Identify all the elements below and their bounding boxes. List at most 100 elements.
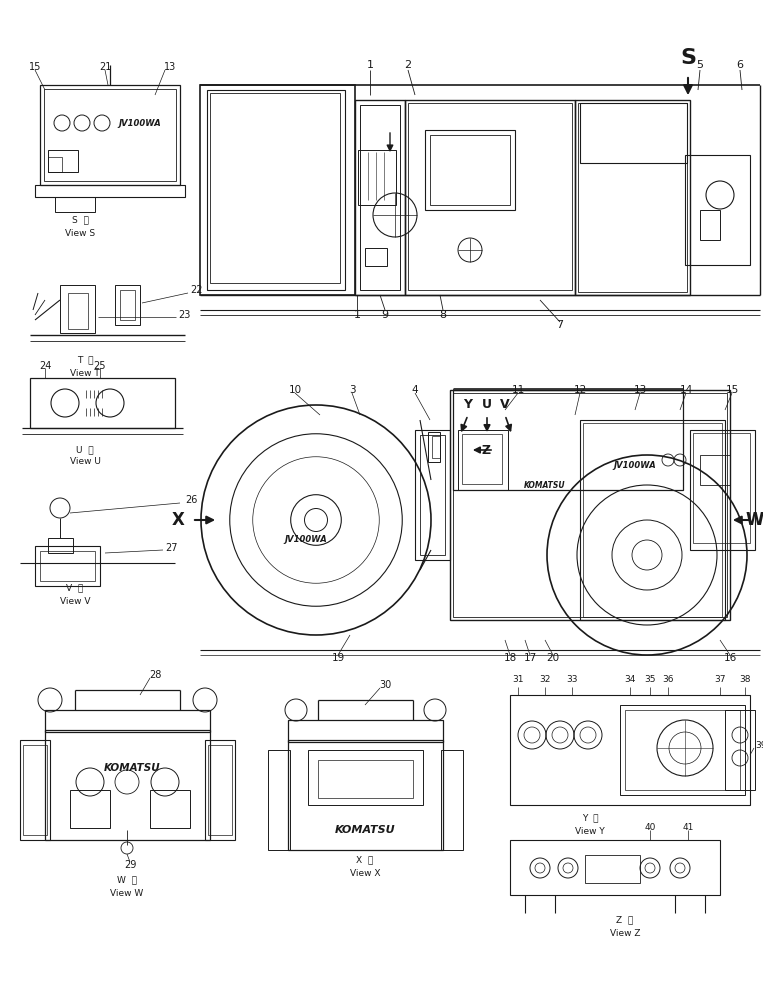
Text: View Y: View Y (575, 826, 605, 835)
Bar (458, 430, 508, 490)
Bar (268, 750, 290, 850)
Text: X: X (172, 511, 185, 529)
Text: 2: 2 (404, 60, 411, 70)
Bar (405, 100, 575, 295)
Text: Z  視: Z 視 (617, 915, 633, 925)
Text: 16: 16 (723, 653, 736, 663)
Bar (425, 130, 515, 210)
Text: 35: 35 (644, 676, 655, 685)
Text: 10: 10 (288, 385, 301, 395)
Text: 40: 40 (644, 823, 655, 832)
Text: 29: 29 (124, 860, 136, 870)
Text: KOMATSU: KOMATSU (524, 481, 566, 490)
Bar (428, 432, 440, 462)
Text: S  視: S 視 (72, 216, 89, 225)
Bar (693, 433, 750, 543)
Bar (578, 103, 687, 292)
Text: S: S (680, 48, 696, 68)
Bar (432, 436, 440, 458)
Text: 21: 21 (99, 62, 111, 72)
Text: V: V (501, 399, 510, 412)
Text: 15: 15 (29, 62, 41, 72)
Bar (45, 730, 210, 840)
Text: View U: View U (69, 457, 101, 467)
Bar (450, 390, 730, 620)
Text: Y  視: Y 視 (581, 814, 598, 822)
Text: View W: View W (111, 888, 143, 897)
Text: 38: 38 (739, 676, 751, 685)
Bar (575, 100, 690, 295)
Text: 32: 32 (539, 676, 551, 685)
Text: 17: 17 (523, 653, 536, 663)
Text: View Z: View Z (610, 929, 640, 938)
Bar (408, 103, 572, 290)
Text: W: W (745, 511, 763, 529)
Text: 39: 39 (755, 741, 763, 750)
Text: 41: 41 (682, 823, 694, 832)
Bar (70, 790, 110, 828)
Bar (30, 378, 175, 428)
Bar (150, 790, 190, 828)
Bar (288, 720, 443, 742)
Text: 12: 12 (573, 385, 587, 395)
Text: 31: 31 (512, 676, 523, 685)
Text: 5: 5 (697, 60, 703, 70)
Bar (308, 750, 423, 805)
Text: 28: 28 (149, 670, 161, 680)
Text: 26: 26 (185, 495, 198, 505)
Bar (205, 740, 235, 840)
Text: 9: 9 (382, 310, 388, 320)
Bar (365, 248, 387, 266)
Bar (453, 393, 727, 617)
Text: View V: View V (60, 597, 90, 606)
Text: 1: 1 (366, 60, 374, 70)
Text: 7: 7 (556, 320, 564, 330)
Text: T  視: T 視 (77, 356, 93, 364)
Text: 14: 14 (679, 385, 693, 395)
Text: 18: 18 (504, 653, 517, 663)
Bar (55, 197, 95, 212)
Bar (35, 546, 100, 586)
Text: 25: 25 (94, 361, 106, 371)
Text: 1: 1 (353, 310, 360, 320)
Bar (580, 420, 725, 620)
Text: View T: View T (70, 368, 100, 377)
Text: U: U (482, 399, 492, 412)
Bar (355, 100, 405, 295)
Bar (700, 455, 730, 485)
Text: Y: Y (463, 399, 472, 412)
Text: 6: 6 (736, 60, 743, 70)
Bar (48, 538, 73, 553)
Text: 36: 36 (662, 676, 674, 685)
Bar (420, 435, 445, 555)
Bar (115, 285, 140, 325)
Text: 13: 13 (633, 385, 646, 395)
Bar (23, 745, 47, 835)
Text: X  視: X 視 (356, 856, 374, 865)
Bar (48, 157, 62, 172)
Text: KOMATSU: KOMATSU (104, 763, 160, 773)
Bar (700, 210, 720, 240)
Text: View X: View X (349, 869, 380, 878)
Text: 30: 30 (379, 680, 391, 690)
Bar (725, 710, 755, 790)
Bar (45, 710, 210, 732)
Text: 13: 13 (164, 62, 176, 72)
Text: 8: 8 (439, 310, 446, 320)
Bar (48, 150, 78, 172)
Bar (210, 93, 340, 283)
Bar (462, 434, 502, 484)
Text: W  視: W 視 (117, 876, 137, 885)
Bar (60, 285, 95, 333)
Text: 3: 3 (349, 385, 356, 395)
Text: 4: 4 (412, 385, 418, 395)
Bar (583, 423, 722, 617)
Bar (208, 745, 232, 835)
Text: 22: 22 (190, 285, 202, 295)
Text: 33: 33 (566, 676, 578, 685)
Bar (453, 390, 683, 490)
Bar (120, 290, 135, 320)
Text: U  視: U 視 (76, 445, 94, 454)
Text: JV100WA: JV100WA (613, 461, 656, 470)
Bar (580, 103, 687, 163)
